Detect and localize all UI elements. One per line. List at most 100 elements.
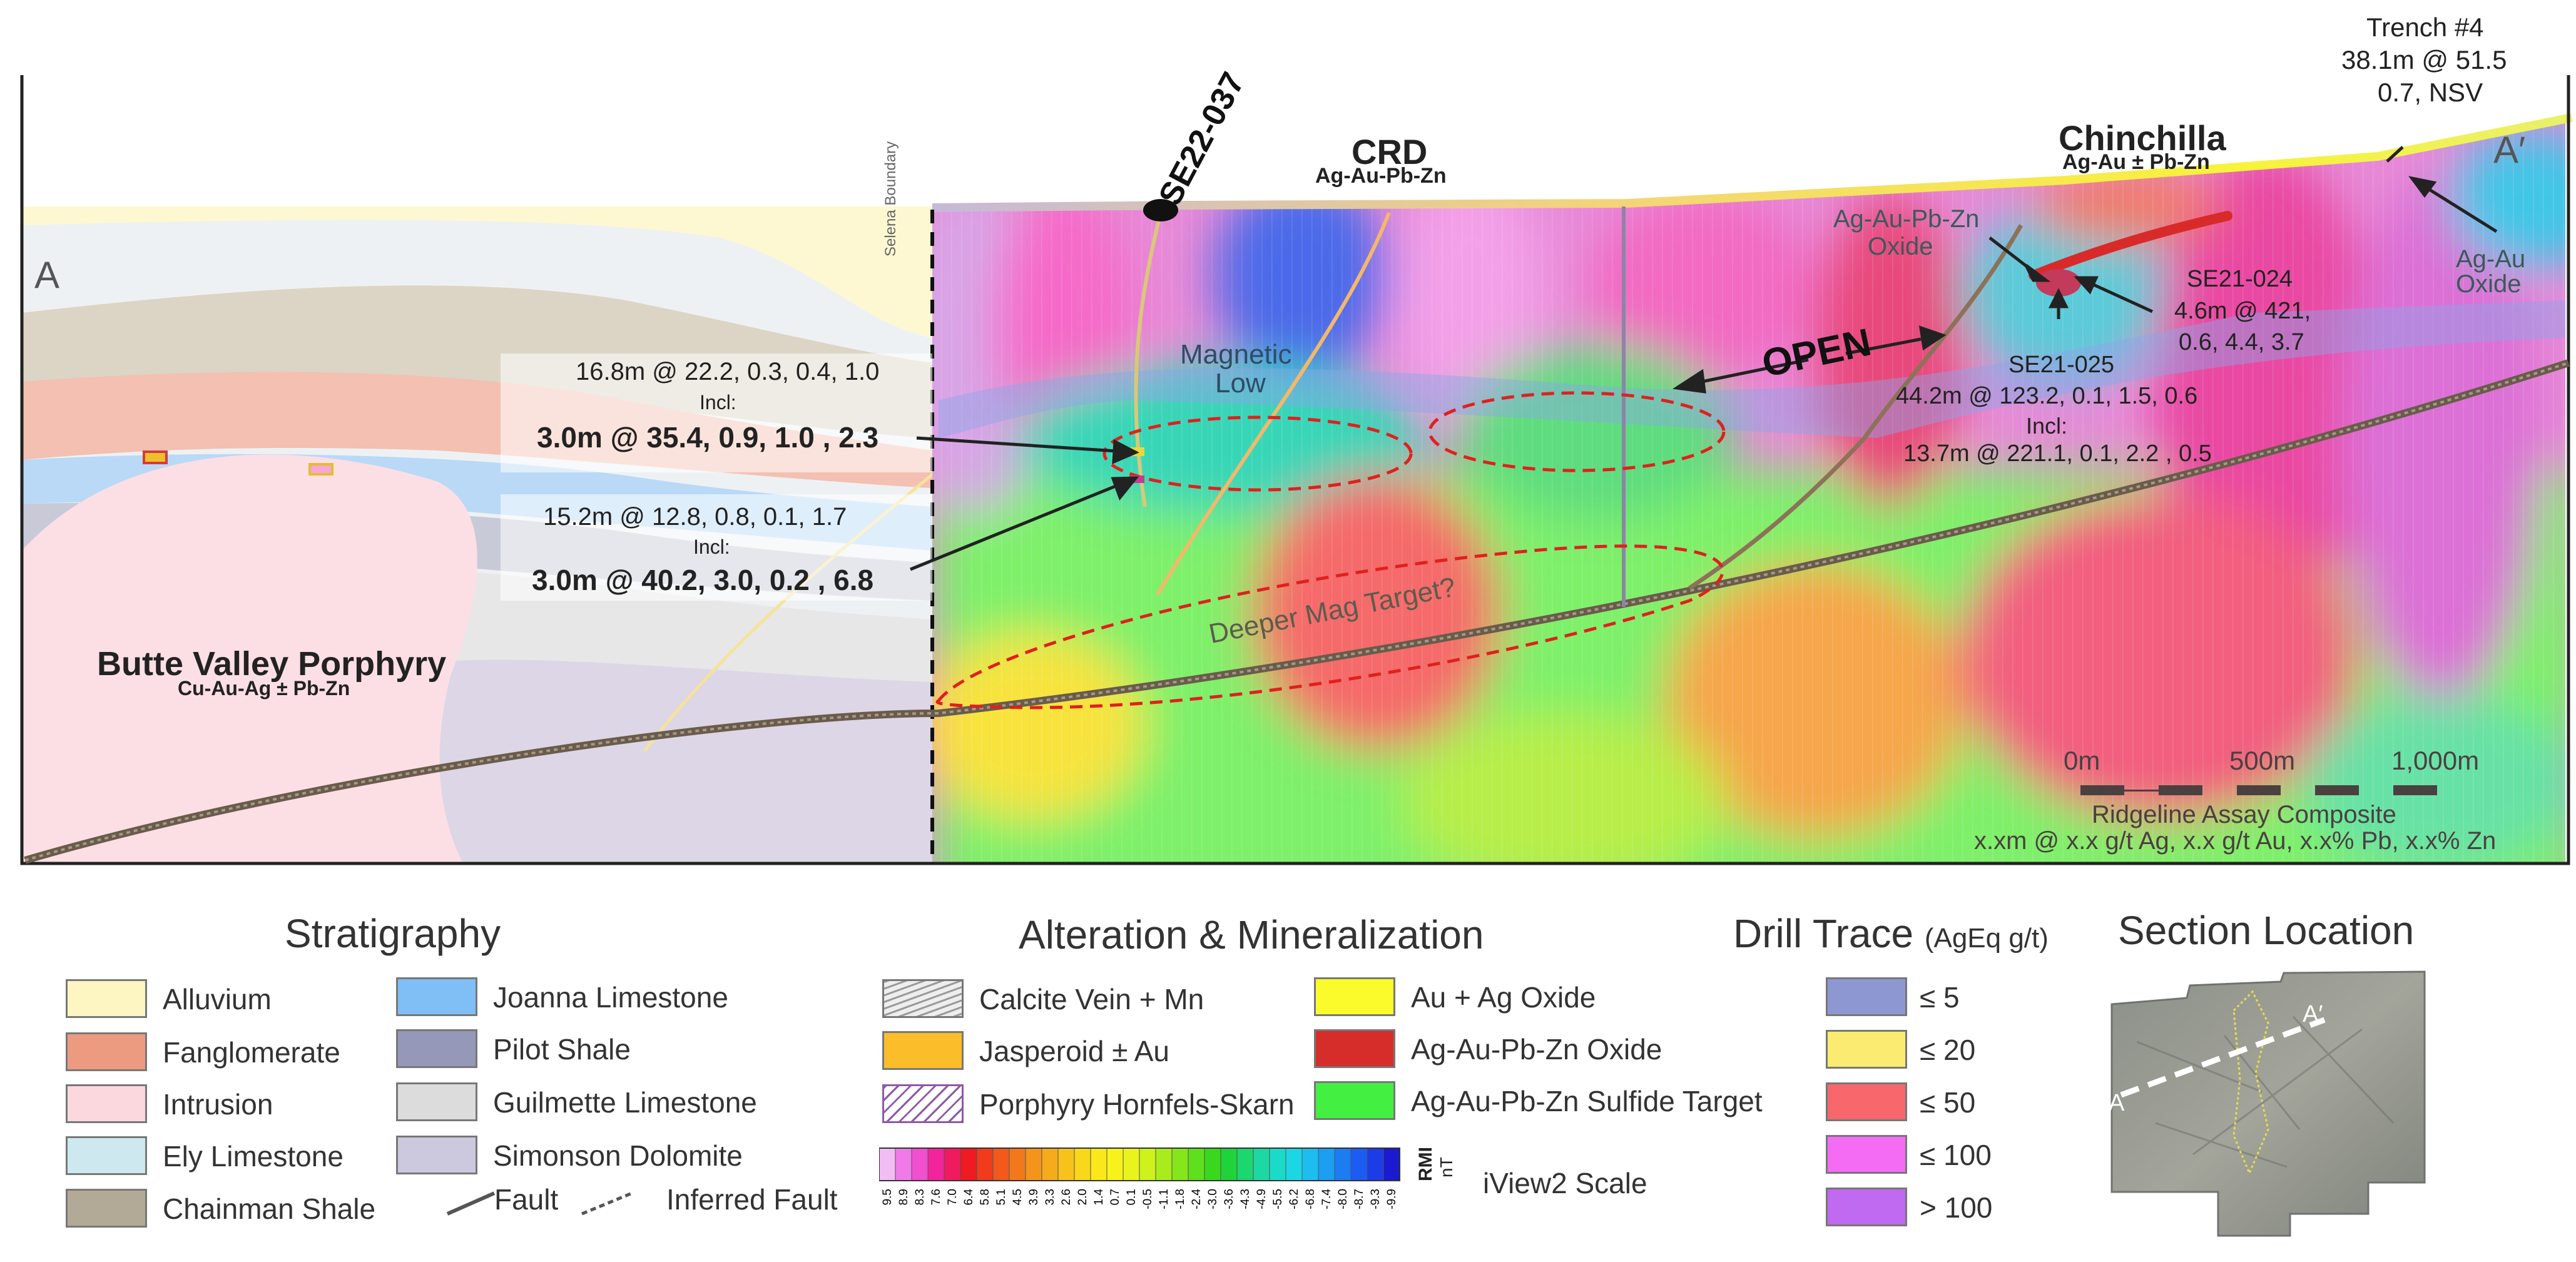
rmi-tick-label: -9.3 xyxy=(1369,1189,1382,1209)
drill-label-3: ≤ 100 xyxy=(1920,1139,1992,1171)
intercept-box-1 xyxy=(501,354,932,472)
left-geology xyxy=(22,206,932,863)
rmi-color-cell xyxy=(992,1148,1010,1181)
rmi-color-cell xyxy=(1253,1148,1270,1181)
section-location-map: A A′ xyxy=(2109,970,2426,1237)
rmi-tick-label: 0.1 xyxy=(1125,1189,1138,1205)
rmi-tick-label: 8.3 xyxy=(914,1189,927,1205)
intercept-1-line3: 3.0m @ 35.4, 0.9, 1.0 , 2.3 xyxy=(537,421,879,454)
agau-oxide-label: Ag-Au xyxy=(2456,245,2526,273)
rmi-color-cell xyxy=(879,1148,896,1181)
simonson-dolomite-unit xyxy=(425,659,932,863)
drill-label-2: ≤ 50 xyxy=(1920,1086,1976,1119)
strat-label-3: Ely Limestone xyxy=(163,1140,344,1173)
inferred-fault-symbol xyxy=(581,1191,633,1216)
scale-label-500: 500m xyxy=(2229,746,2296,775)
intercept-box-2 xyxy=(501,494,932,601)
rmi-tick-label: 5.1 xyxy=(995,1189,1008,1205)
rmi-tick-label: 0.7 xyxy=(1109,1189,1122,1205)
rmi-tick-label: -1.1 xyxy=(1158,1189,1171,1209)
alteration-title: Alteration & Mineralization xyxy=(1019,912,1484,957)
drill-collar-icon xyxy=(1143,199,1178,221)
rmi-label: RMI xyxy=(1415,1147,1436,1181)
end-label-a: A xyxy=(34,254,60,296)
strat-swatch-3 xyxy=(66,1136,147,1175)
agau-oxide-label-2: Oxide xyxy=(2456,270,2522,298)
rmi-color-cell xyxy=(1220,1148,1238,1181)
trench-title: Trench #4 xyxy=(2366,13,2484,42)
magnetic-low-band xyxy=(939,300,2565,438)
drill-swatch-4 xyxy=(1826,1188,1907,1226)
drill-trace-title-text: Drill Trace xyxy=(1733,911,1914,956)
se21-024-line2: 0.6, 4.4, 3.7 xyxy=(2179,329,2304,355)
rmi-tick-label: -4.9 xyxy=(1255,1189,1268,1209)
red-vein xyxy=(2029,211,2232,280)
fault-label: Fault xyxy=(494,1183,559,1216)
strat-swatch-8 xyxy=(396,1136,477,1174)
rmi-color-cell xyxy=(1204,1148,1221,1181)
rmi-tick-label: -0.5 xyxy=(1141,1189,1154,1209)
rmi-tick-label: -7.4 xyxy=(1320,1189,1333,1209)
rmi-tick-label: -2.4 xyxy=(1190,1189,1203,1209)
rmi-tick-label: -4.3 xyxy=(1239,1189,1252,1209)
rmi-color-cell xyxy=(1285,1148,1303,1181)
strat-label-2: Intrusion xyxy=(163,1088,273,1121)
rmi-color-cell xyxy=(1334,1148,1352,1181)
rmi-tick-label: -9.9 xyxy=(1385,1189,1398,1209)
section-line xyxy=(2120,1017,2326,1098)
rmi-color-cell xyxy=(1383,1148,1400,1181)
rmi-color-cell xyxy=(1074,1148,1091,1181)
rmi-color-cell xyxy=(1188,1148,1205,1181)
rmi-tick-label: -1.8 xyxy=(1174,1189,1187,1209)
drill-label-1: ≤ 20 xyxy=(1920,1034,1976,1066)
rmi-tick-label: 7.0 xyxy=(946,1189,959,1205)
crd-title: CRD xyxy=(1352,132,1428,171)
map-terrain xyxy=(2110,970,2426,1237)
se21-025-line2: Incl: xyxy=(2026,413,2068,439)
map-label-a-prime: A′ xyxy=(2303,1001,2323,1027)
alteration-label-4: Ag-Au-Pb-Zn Oxide xyxy=(1411,1033,1662,1066)
strat-label-8: Simonson Dolomite xyxy=(493,1139,743,1172)
strat-swatch-2 xyxy=(66,1084,147,1123)
strat-swatch-1 xyxy=(66,1032,147,1071)
target-ellipse-2 xyxy=(1428,391,1726,472)
strat-label-6: Pilot Shale xyxy=(493,1033,631,1066)
alteration-label-3: Au + Ag Oxide xyxy=(1411,981,1596,1014)
end-label-a-prime: A′ xyxy=(2493,129,2526,171)
alt-marker-2 xyxy=(308,463,333,476)
fault-chinchilla xyxy=(1688,224,2024,590)
intercept-2-line3: 3.0m @ 40.2, 3.0, 0.2 , 6.8 xyxy=(532,564,874,596)
magnetic-section xyxy=(932,119,2565,863)
crd-subtitle: Ag-Au-Pb-Zn xyxy=(1315,164,1447,188)
fault-legend xyxy=(446,1191,633,1216)
rmi-tick-label: -8.7 xyxy=(1353,1189,1366,1209)
section-location-title: Section Location xyxy=(2118,908,2415,953)
rmi-color-cell xyxy=(1025,1148,1042,1181)
fault-symbol xyxy=(446,1191,496,1216)
alteration-label-5: Ag-Au-Pb-Zn Sulfide Target xyxy=(1411,1085,1763,1117)
target-ellipse-1 xyxy=(1102,415,1413,492)
rmi-tick-label: -8.0 xyxy=(1336,1189,1350,1209)
chinchilla-subtitle: Ag-Au ± Pb-Zn xyxy=(2062,150,2210,174)
rmi-tick-label: 3.9 xyxy=(1027,1189,1041,1205)
se21-025-line3: 13.7m @ 221.1, 0.1, 2.2 , 0.5 xyxy=(1903,440,2212,467)
se21-024-line1: 4.6m @ 421, xyxy=(2174,298,2311,324)
fault-crd xyxy=(1156,211,1391,596)
drill-label-0: ≤ 5 xyxy=(1920,981,1960,1014)
alteration-label-2: Porphyry Hornfels-Skarn xyxy=(979,1088,1295,1121)
rmi-tick-label: -5.5 xyxy=(1271,1189,1285,1209)
rmi-color-cell xyxy=(960,1148,977,1181)
stratigraphy-title: Stratigraphy xyxy=(285,911,501,956)
rmi-color-cell xyxy=(895,1148,912,1181)
rmi-tick-label: -3.0 xyxy=(1206,1189,1219,1209)
rmi-tick-label: 2.0 xyxy=(1076,1189,1089,1205)
map-label-a: A xyxy=(2109,1090,2125,1116)
deeper-target-ellipse xyxy=(935,544,1724,710)
scale-bar xyxy=(2080,785,2437,795)
oxide-label: Ag-Au-Pb-Zn xyxy=(1833,205,1980,233)
boundary-label: Selena Boundary xyxy=(882,141,899,257)
strat-swatch-5 xyxy=(396,977,477,1016)
magnetic-low-label: Magnetic xyxy=(1180,339,1292,370)
rmi-color-cell xyxy=(1236,1148,1254,1181)
rmi-unit: nT xyxy=(1437,1157,1456,1178)
